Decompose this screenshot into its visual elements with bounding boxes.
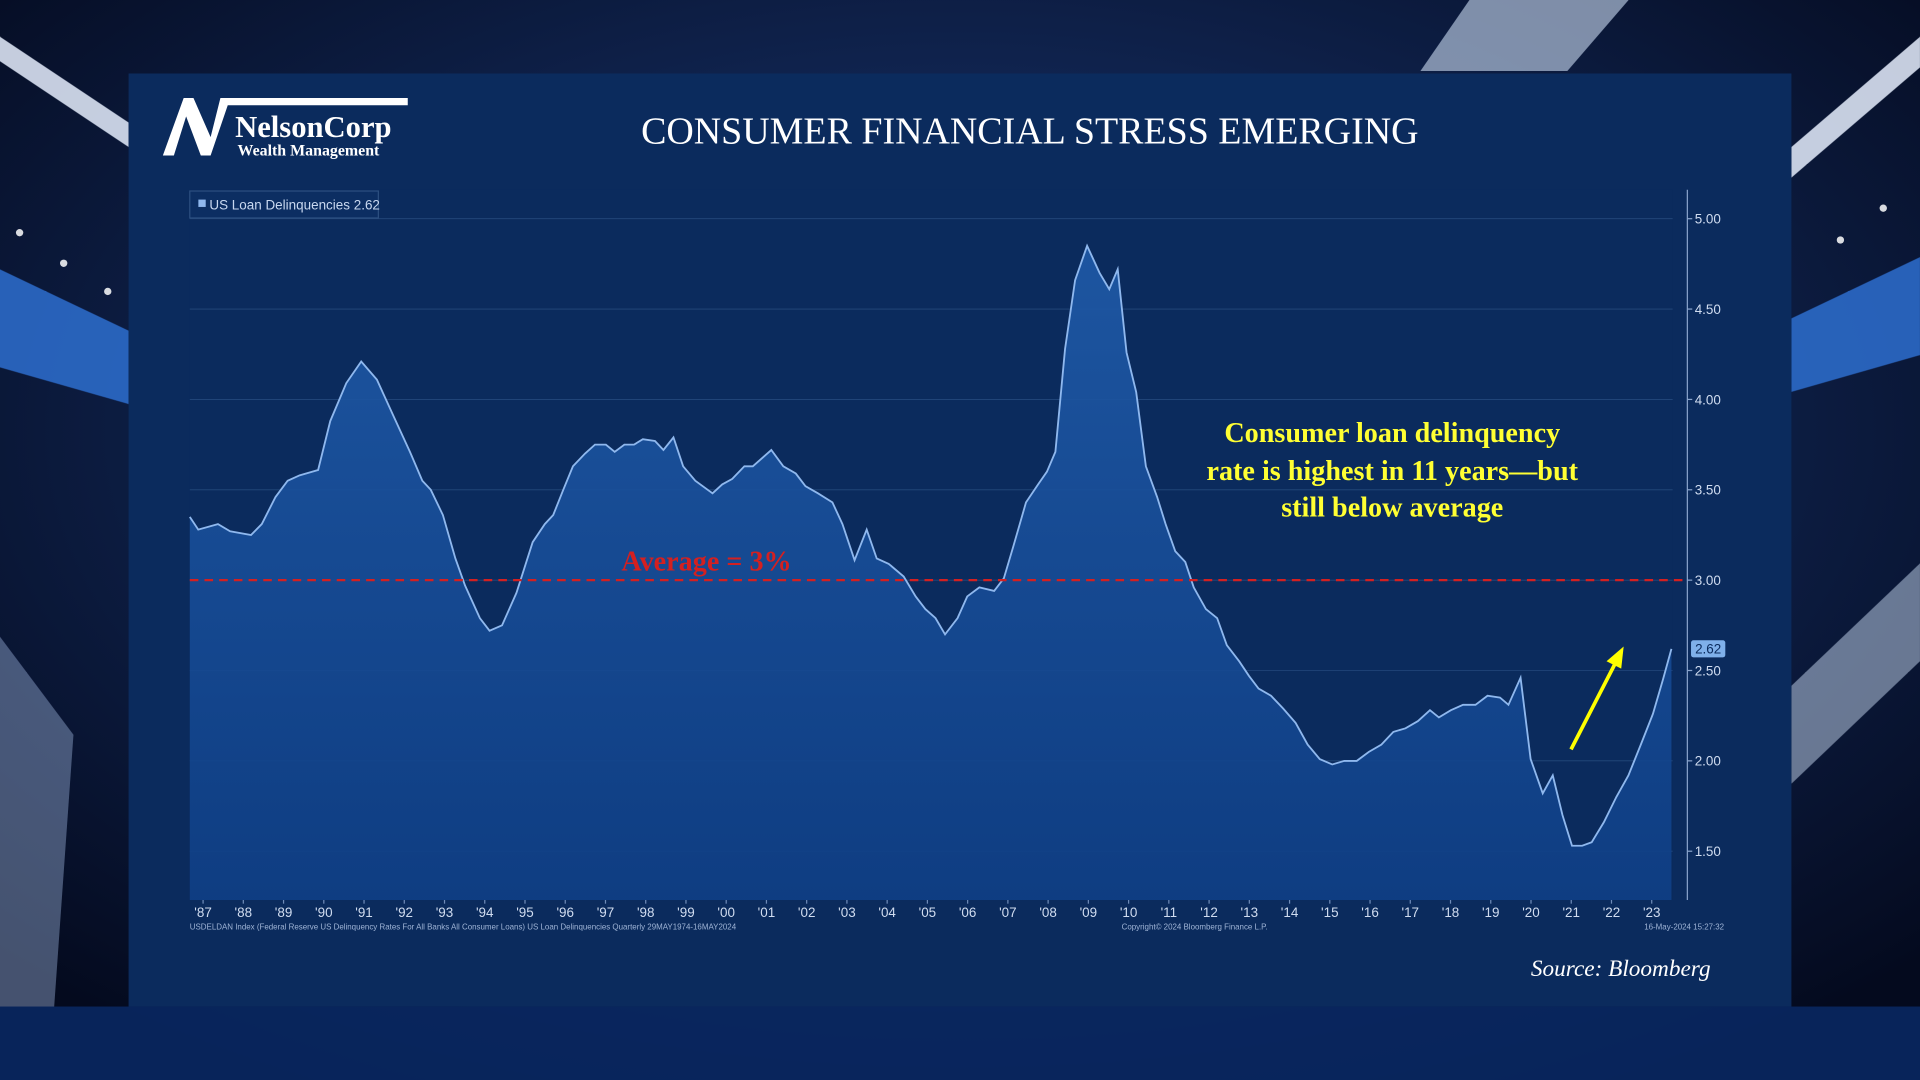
x-tick-label: '13: [1241, 905, 1259, 920]
last-value-box: [1691, 640, 1726, 658]
y-tick-label: 2.00: [1695, 754, 1721, 769]
plot: 1.50 2.00 2.50 3.00 3.50 4.00 4.50 5.00 '87 '88 '8…: [189, 189, 1726, 920]
x-tick-label: '21: [1562, 905, 1580, 920]
last-value-label: 2.62: [1695, 642, 1721, 657]
x-tick-label: '97: [597, 905, 615, 920]
x-tick-label: '93: [436, 905, 454, 920]
y-tick-label: 2.50: [1695, 663, 1721, 678]
x-tick-label: '88: [235, 905, 253, 920]
x-tick-label: '12: [1200, 905, 1218, 920]
x-tick-label: '19: [1482, 905, 1500, 920]
x-tick-label: '20: [1522, 905, 1540, 920]
x-tick-label: '02: [798, 905, 816, 920]
x-tick-label: '03: [838, 905, 856, 920]
x-tick-label: '91: [355, 905, 373, 920]
logo: NelsonCorp Wealth Management: [162, 97, 408, 160]
x-tick-label: '95: [516, 905, 534, 920]
x-tick-label: '98: [637, 905, 655, 920]
legend-box: [189, 190, 379, 219]
arrow: [1569, 646, 1624, 751]
x-tick-label: '10: [1120, 905, 1138, 920]
x-tick-label: '01: [758, 905, 776, 920]
y-tick-label: 3.00: [1695, 573, 1721, 588]
x-tick-label: '89: [275, 905, 293, 920]
y-tick-label: 4.50: [1695, 302, 1721, 317]
y-tick-label: 5.00: [1695, 212, 1721, 227]
x-tick-label: '06: [959, 905, 977, 920]
footnote: Copyright© 2024 Bloomberg Finance L.P.: [1122, 922, 1268, 931]
y-tick-label: 1.50: [1695, 844, 1721, 859]
brand-tagline: Wealth Management: [238, 143, 381, 160]
x-tick-label: '94: [476, 905, 494, 920]
chart-title: CONSUMER FINANCIAL STRESS EMERGING: [641, 110, 1418, 152]
x-tick-label: '90: [315, 905, 333, 920]
x-tick-label: '05: [919, 905, 937, 920]
x-tick-label: '11: [1161, 905, 1178, 920]
x-tick-label: '18: [1442, 905, 1460, 920]
x-tick-label: '99: [677, 905, 695, 920]
x-tick-label: '07: [999, 905, 1017, 920]
series-line: [189, 243, 1673, 847]
annotation-line: still below average: [1281, 493, 1503, 524]
legend: US Loan Delinquencies 2.62: [189, 190, 380, 219]
x-tick-label: '08: [1039, 905, 1057, 920]
brand-name: NelsonCorp: [235, 110, 391, 144]
source: Source: Bloomberg: [1531, 956, 1711, 982]
x-tick-label: '92: [396, 905, 414, 920]
legend-value: 2.62: [354, 197, 380, 212]
x-tick-label: '09: [1080, 905, 1098, 920]
x-tick-label: '16: [1361, 905, 1379, 920]
y-tick-label: 3.50: [1695, 483, 1721, 498]
x-tick-label: '14: [1281, 905, 1299, 920]
x-tick-label: '00: [717, 905, 735, 920]
footnote: USDELDAN Index (Federal Reserve US Delin…: [190, 922, 737, 931]
annotation-line: Consumer loan delinquency: [1224, 418, 1560, 449]
footnote: 16-May-2024 15:27:32: [1644, 922, 1724, 931]
y-tick-label: 4.00: [1695, 392, 1721, 407]
legend-label: US Loan Delinquencies 2.62: [209, 197, 380, 212]
x-tick-label: '04: [878, 905, 896, 920]
x-tick-label: '23: [1643, 905, 1661, 920]
annotation-line: rate is highest in 11 years—but: [1206, 456, 1578, 487]
x-tick-label: '87: [194, 905, 212, 920]
x-tick-label: '22: [1603, 905, 1621, 920]
legend-name: US Loan Delinquencies: [209, 197, 350, 212]
x-tick-label: '96: [556, 905, 574, 920]
x-tick-label: '17: [1402, 905, 1420, 920]
area-fill: [189, 245, 1672, 900]
logo-mark: [162, 97, 408, 156]
x-tick-label: '15: [1321, 905, 1339, 920]
average-label: Average = 3%: [621, 546, 791, 577]
legend-swatch: [198, 199, 206, 207]
